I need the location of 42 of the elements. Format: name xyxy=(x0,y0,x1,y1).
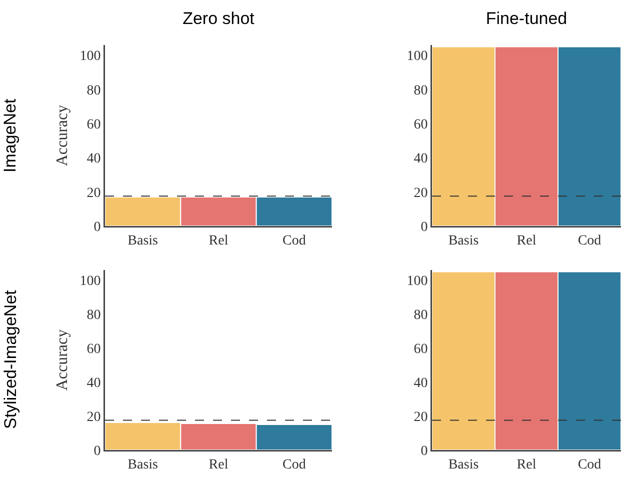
x-tick-label: Basis xyxy=(128,233,158,248)
y-tick-label: 60 xyxy=(86,117,101,132)
y-tick-label: 80 xyxy=(414,83,428,98)
x-tick-label: Basis xyxy=(448,233,479,248)
y-tick-label: 0 xyxy=(420,220,428,235)
y-tick-label: 0 xyxy=(94,220,101,235)
chart-title: Fine-tuned xyxy=(486,8,568,28)
y-tick-label: 0 xyxy=(94,444,101,459)
chart-title: Zero shot xyxy=(182,8,255,28)
y-tick-label: 60 xyxy=(414,117,428,132)
text: Stylized-ImageNet xyxy=(1,290,20,429)
y-tick-label: 60 xyxy=(414,342,428,358)
x-tick-label: Basis xyxy=(448,457,479,472)
y-tick-label: 40 xyxy=(414,376,428,391)
y-tick-label: 20 xyxy=(86,186,101,201)
y-tick-label: 80 xyxy=(414,308,428,324)
x-tick-label: Rel xyxy=(208,457,228,472)
y-tick-label: 100 xyxy=(80,49,101,64)
y-tick-label: 100 xyxy=(406,274,428,290)
x-tick-label: Basis xyxy=(128,457,158,472)
y-tick-label: 40 xyxy=(414,152,428,167)
x-tick-label: Cod xyxy=(578,233,602,248)
x-tick-label: Cod xyxy=(282,457,306,472)
text: ImageNet xyxy=(0,98,20,172)
y-tick-label: 80 xyxy=(86,83,101,98)
y-tick-label: 40 xyxy=(86,152,101,167)
y-tick-label: 100 xyxy=(406,49,428,64)
y-tick-label: 40 xyxy=(86,376,101,391)
y-axis-title: Accuracy xyxy=(54,329,71,391)
x-tick-label: Cod xyxy=(578,457,602,472)
y-tick-label: 80 xyxy=(86,308,101,324)
x-tick-label: Cod xyxy=(282,233,306,248)
y-tick-label: 20 xyxy=(86,410,101,425)
x-tick-label: Rel xyxy=(516,233,536,248)
y-axis-title: Accuracy xyxy=(54,104,71,166)
y-tick-label: 60 xyxy=(86,342,101,358)
x-tick-label: Rel xyxy=(516,457,536,472)
y-tick-label: 20 xyxy=(414,410,428,425)
x-tick-label: Rel xyxy=(208,233,228,248)
y-tick-label: 100 xyxy=(80,274,101,290)
y-tick-label: 0 xyxy=(420,444,428,459)
y-tick-label: 20 xyxy=(414,186,428,201)
